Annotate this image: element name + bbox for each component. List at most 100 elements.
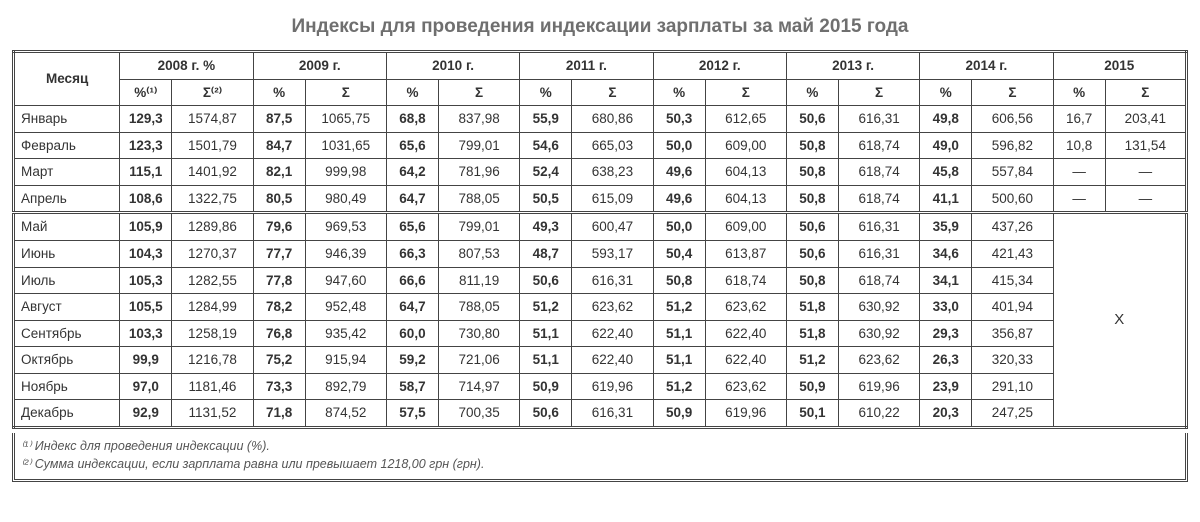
y2012-sum: 604,13 bbox=[705, 159, 786, 186]
y2013-sum: 623,62 bbox=[838, 347, 919, 374]
y2013-pct: 50,8 bbox=[786, 267, 838, 294]
y2008-sum: 1258,19 bbox=[172, 320, 253, 347]
y2014-pct: 41,1 bbox=[920, 185, 972, 213]
footnote-2: ⁽²⁾ Сумма индексации, если зарплата равн… bbox=[21, 455, 1179, 473]
y2015-pct: 16,7 bbox=[1053, 106, 1105, 133]
hdr-2012: 2012 г. bbox=[653, 52, 786, 80]
y2009-pct: 82,1 bbox=[253, 159, 305, 186]
y2014-pct: 20,3 bbox=[920, 400, 972, 428]
y2009-pct: 76,8 bbox=[253, 320, 305, 347]
y2013-sum: 630,92 bbox=[838, 320, 919, 347]
y2010-sum: 811,19 bbox=[438, 267, 519, 294]
y2011-sum: 615,09 bbox=[572, 185, 653, 213]
y2012-pct: 49,6 bbox=[653, 159, 705, 186]
y2012-sum: 613,87 bbox=[705, 240, 786, 267]
y2011-pct: 48,7 bbox=[520, 240, 572, 267]
y2013-pct: 50,8 bbox=[786, 159, 838, 186]
y2013-sum: 616,31 bbox=[838, 106, 919, 133]
y2011-sum: 600,47 bbox=[572, 213, 653, 241]
y2009-sum: 999,98 bbox=[305, 159, 386, 186]
y2014-sum: 596,82 bbox=[972, 132, 1053, 159]
y2014-pct: 34,6 bbox=[920, 240, 972, 267]
y2010-pct: 65,6 bbox=[386, 132, 438, 159]
y2014-pct: 34,1 bbox=[920, 267, 972, 294]
hdr-2009: 2009 г. bbox=[253, 52, 386, 80]
y2009-sum: 874,52 bbox=[305, 400, 386, 428]
month-cell: Март bbox=[14, 159, 120, 186]
y2008-pct: 108,6 bbox=[120, 185, 172, 213]
footnotes: ⁽¹⁾ Индекс для проведения индексации (%)… bbox=[12, 433, 1188, 482]
y2010-sum: 788,05 bbox=[438, 185, 519, 213]
y2014-pct: 49,0 bbox=[920, 132, 972, 159]
y2008-pct: 97,0 bbox=[120, 373, 172, 400]
y2013-sum: 618,74 bbox=[838, 185, 919, 213]
y2008-pct: 129,3 bbox=[120, 106, 172, 133]
y2009-sum: 892,79 bbox=[305, 373, 386, 400]
y2014-sum: 415,34 bbox=[972, 267, 1053, 294]
y2010-pct: 64,7 bbox=[386, 294, 438, 321]
y2009-sum: 915,94 bbox=[305, 347, 386, 374]
y2013-sum: 618,74 bbox=[838, 267, 919, 294]
y2013-pct: 50,1 bbox=[786, 400, 838, 428]
y2010-sum: 781,96 bbox=[438, 159, 519, 186]
hdr-2008: 2008 г. % bbox=[120, 52, 253, 80]
y2009-pct: 71,8 bbox=[253, 400, 305, 428]
y2008-sum: 1401,92 bbox=[172, 159, 253, 186]
y2011-sum: 638,23 bbox=[572, 159, 653, 186]
table-row: Январь129,31574,8787,51065,7568,8837,985… bbox=[14, 106, 1187, 133]
y2011-pct: 54,6 bbox=[520, 132, 572, 159]
y2008-pct: 104,3 bbox=[120, 240, 172, 267]
y2014-pct: 29,3 bbox=[920, 320, 972, 347]
table-row: Июнь104,31270,3777,7946,3966,3807,5348,7… bbox=[14, 240, 1187, 267]
y2008-sum: 1322,75 bbox=[172, 185, 253, 213]
y2009-pct: 77,7 bbox=[253, 240, 305, 267]
y2012-sum: 619,96 bbox=[705, 400, 786, 428]
y2010-sum: 788,05 bbox=[438, 294, 519, 321]
y2009-pct: 75,2 bbox=[253, 347, 305, 374]
table-row: Ноябрь97,01181,4673,3892,7958,7714,9750,… bbox=[14, 373, 1187, 400]
y2013-pct: 50,6 bbox=[786, 213, 838, 241]
y2013-sum: 610,22 bbox=[838, 400, 919, 428]
y2008-sum: 1501,79 bbox=[172, 132, 253, 159]
y2012-sum: 618,74 bbox=[705, 267, 786, 294]
y2013-sum: 616,31 bbox=[838, 240, 919, 267]
y2014-pct: 23,9 bbox=[920, 373, 972, 400]
y2009-pct: 80,5 bbox=[253, 185, 305, 213]
hdr-2011-sum: Σ bbox=[572, 79, 653, 106]
y2013-pct: 51,8 bbox=[786, 320, 838, 347]
month-cell: Сентябрь bbox=[14, 320, 120, 347]
y2013-pct: 51,2 bbox=[786, 347, 838, 374]
y2013-pct: 50,8 bbox=[786, 132, 838, 159]
y2012-pct: 51,2 bbox=[653, 373, 705, 400]
hdr-2009-sum: Σ bbox=[305, 79, 386, 106]
index-table: Месяц 2008 г. % 2009 г. 2010 г. 2011 г. … bbox=[12, 50, 1188, 429]
y2009-sum: 969,53 bbox=[305, 213, 386, 241]
y2008-pct: 115,1 bbox=[120, 159, 172, 186]
y2010-sum: 799,01 bbox=[438, 132, 519, 159]
month-cell: Декабрь bbox=[14, 400, 120, 428]
y2008-sum: 1574,87 bbox=[172, 106, 253, 133]
y2012-pct: 50,0 bbox=[653, 132, 705, 159]
y2010-pct: 57,5 bbox=[386, 400, 438, 428]
hdr-2014: 2014 г. bbox=[920, 52, 1053, 80]
y2013-sum: 619,96 bbox=[838, 373, 919, 400]
y2014-sum: 500,60 bbox=[972, 185, 1053, 213]
hdr-2014-pct: % bbox=[920, 79, 972, 106]
month-cell: Август bbox=[14, 294, 120, 321]
hdr-2015-pct: % bbox=[1053, 79, 1105, 106]
page-title: Индексы для проведения индексации зарпла… bbox=[12, 16, 1188, 38]
y2009-pct: 73,3 bbox=[253, 373, 305, 400]
y2011-pct: 50,6 bbox=[520, 400, 572, 428]
y2012-sum: 622,40 bbox=[705, 347, 786, 374]
hdr-2015: 2015 bbox=[1053, 52, 1186, 80]
y2008-sum: 1216,78 bbox=[172, 347, 253, 374]
table-row: Март115,11401,9282,1999,9864,2781,9652,4… bbox=[14, 159, 1187, 186]
y2014-sum: 557,84 bbox=[972, 159, 1053, 186]
y2010-pct: 64,2 bbox=[386, 159, 438, 186]
y2011-sum: 616,31 bbox=[572, 400, 653, 428]
y2009-pct: 79,6 bbox=[253, 213, 305, 241]
y2011-sum: 622,40 bbox=[572, 347, 653, 374]
y2008-pct: 105,3 bbox=[120, 267, 172, 294]
table-row: Декабрь92,91131,5271,8874,5257,5700,3550… bbox=[14, 400, 1187, 428]
y2013-pct: 50,6 bbox=[786, 106, 838, 133]
